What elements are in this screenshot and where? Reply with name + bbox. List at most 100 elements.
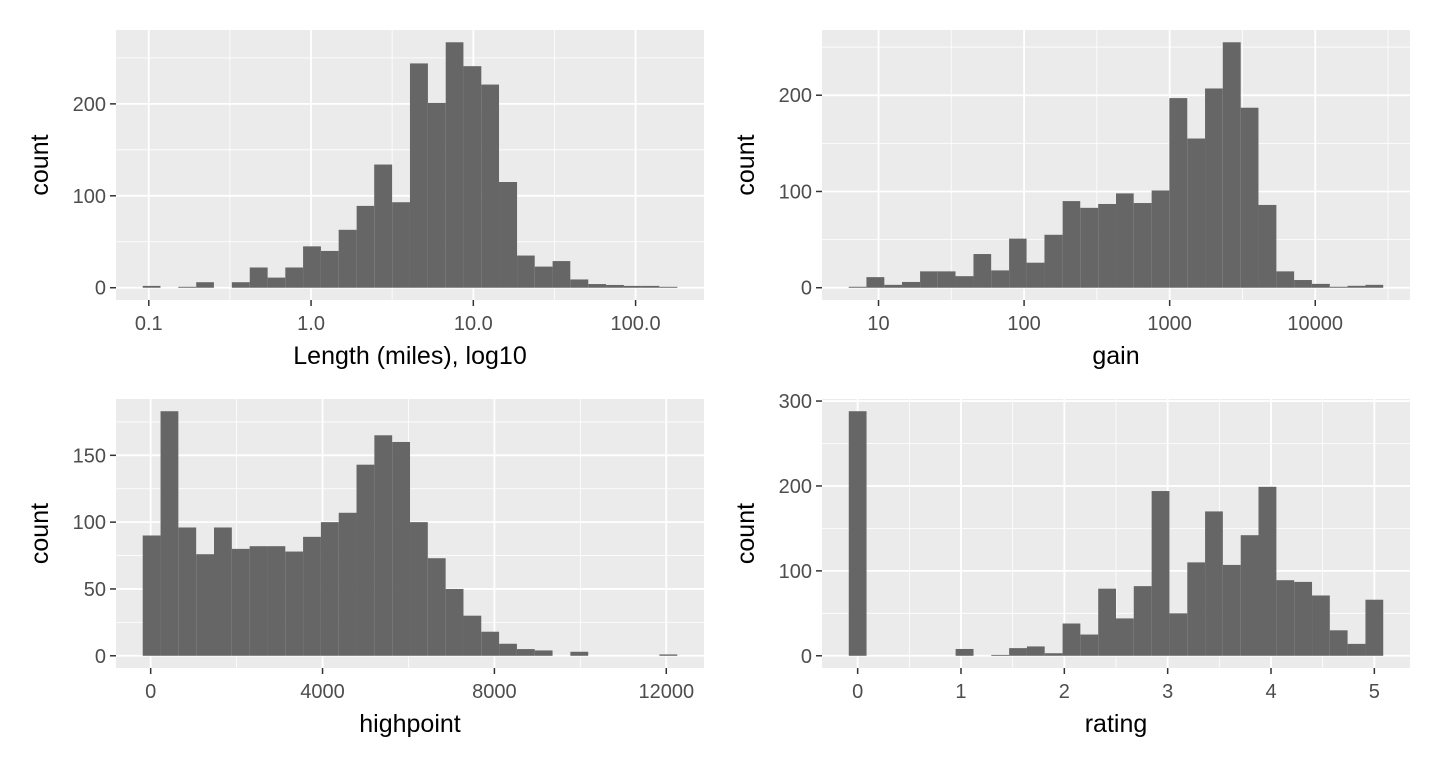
x-tick-label: 0.1 — [135, 313, 163, 335]
bar — [1026, 646, 1045, 656]
bar — [902, 281, 921, 288]
bar — [410, 522, 428, 656]
bar — [1080, 634, 1099, 656]
bar — [409, 63, 428, 288]
bar — [1116, 618, 1134, 656]
bar — [1294, 581, 1313, 656]
bar — [445, 588, 464, 656]
bar — [196, 554, 215, 656]
bar — [937, 271, 956, 288]
bar — [606, 284, 624, 288]
x-tick-label: 100.0 — [611, 313, 661, 335]
bar — [392, 441, 411, 656]
x-axis-title: highpoint — [359, 710, 461, 738]
bar — [1026, 262, 1045, 288]
bar — [516, 649, 535, 656]
bar — [1044, 234, 1063, 288]
bar — [178, 527, 197, 656]
bar — [356, 464, 375, 656]
x-tick-label: 1.0 — [297, 313, 325, 335]
bar — [267, 277, 286, 288]
bar — [445, 42, 464, 288]
bar — [1151, 491, 1170, 656]
x-tick-label: 0 — [145, 681, 156, 703]
x-tick-label: 10000 — [1287, 313, 1343, 335]
bar — [1009, 238, 1027, 288]
bar — [231, 282, 250, 288]
bar — [285, 267, 304, 288]
bar — [1205, 88, 1223, 288]
bar — [1169, 98, 1188, 288]
bar — [1133, 203, 1152, 288]
bar — [1258, 204, 1277, 288]
bar — [1347, 643, 1366, 656]
bar — [374, 435, 393, 656]
bar — [570, 279, 589, 288]
bar — [570, 651, 589, 656]
y-axis-title: count — [732, 134, 760, 195]
bar — [1009, 648, 1027, 656]
y-axis-title: count — [26, 503, 54, 564]
bar — [623, 285, 642, 288]
bar — [303, 246, 321, 288]
bar — [160, 411, 179, 656]
bar — [392, 202, 410, 288]
bar — [1365, 284, 1384, 288]
bar — [463, 66, 482, 288]
bar — [659, 286, 678, 288]
bar — [338, 512, 357, 656]
y-axis-title: count — [26, 134, 54, 195]
bar — [249, 546, 268, 656]
y-tick-label: 200 — [779, 476, 812, 498]
x-tick-label: 100 — [1007, 313, 1040, 335]
bar — [1329, 630, 1348, 656]
y-tick-label: 100 — [779, 561, 812, 583]
bar — [303, 536, 321, 656]
bar — [338, 229, 357, 288]
y-tick-label: 0 — [801, 646, 812, 668]
bar — [641, 285, 660, 288]
bar — [1205, 511, 1223, 656]
bar — [1222, 564, 1241, 656]
x-tick-label: 5 — [1369, 681, 1380, 703]
y-tick-label: 0 — [801, 278, 812, 300]
bar — [1116, 193, 1134, 288]
bar — [991, 654, 1010, 656]
x-axis-title: rating — [1085, 710, 1148, 738]
x-tick-label: 10.0 — [454, 313, 493, 335]
bar — [427, 558, 446, 656]
bar — [1062, 201, 1081, 288]
bar — [481, 631, 500, 656]
bar — [552, 261, 571, 288]
bar — [1187, 562, 1206, 656]
bar — [1169, 613, 1188, 656]
bar — [1133, 586, 1152, 656]
bar — [1276, 271, 1295, 288]
x-tick-label: 2 — [1059, 681, 1070, 703]
bar — [955, 648, 974, 656]
bar — [142, 285, 161, 288]
bar — [1222, 42, 1241, 288]
bar — [1187, 138, 1206, 288]
y-tick-label: 100 — [73, 512, 106, 534]
bar — [1151, 190, 1170, 288]
bar — [1311, 283, 1330, 288]
x-tick-label: 4000 — [300, 681, 345, 703]
bar — [481, 84, 500, 288]
bar — [884, 284, 903, 288]
bar — [499, 643, 517, 656]
bar — [973, 254, 992, 288]
bar — [517, 255, 535, 288]
x-tick-label: 12000 — [638, 681, 694, 703]
bar — [955, 276, 974, 288]
bar — [866, 277, 885, 288]
y-tick-label: 100 — [779, 181, 812, 203]
y-tick-label: 0 — [95, 278, 106, 300]
bar — [1098, 203, 1117, 288]
bar — [356, 205, 375, 288]
bar — [267, 546, 286, 656]
bar — [285, 551, 304, 656]
bar — [320, 522, 339, 656]
bar — [659, 654, 678, 656]
